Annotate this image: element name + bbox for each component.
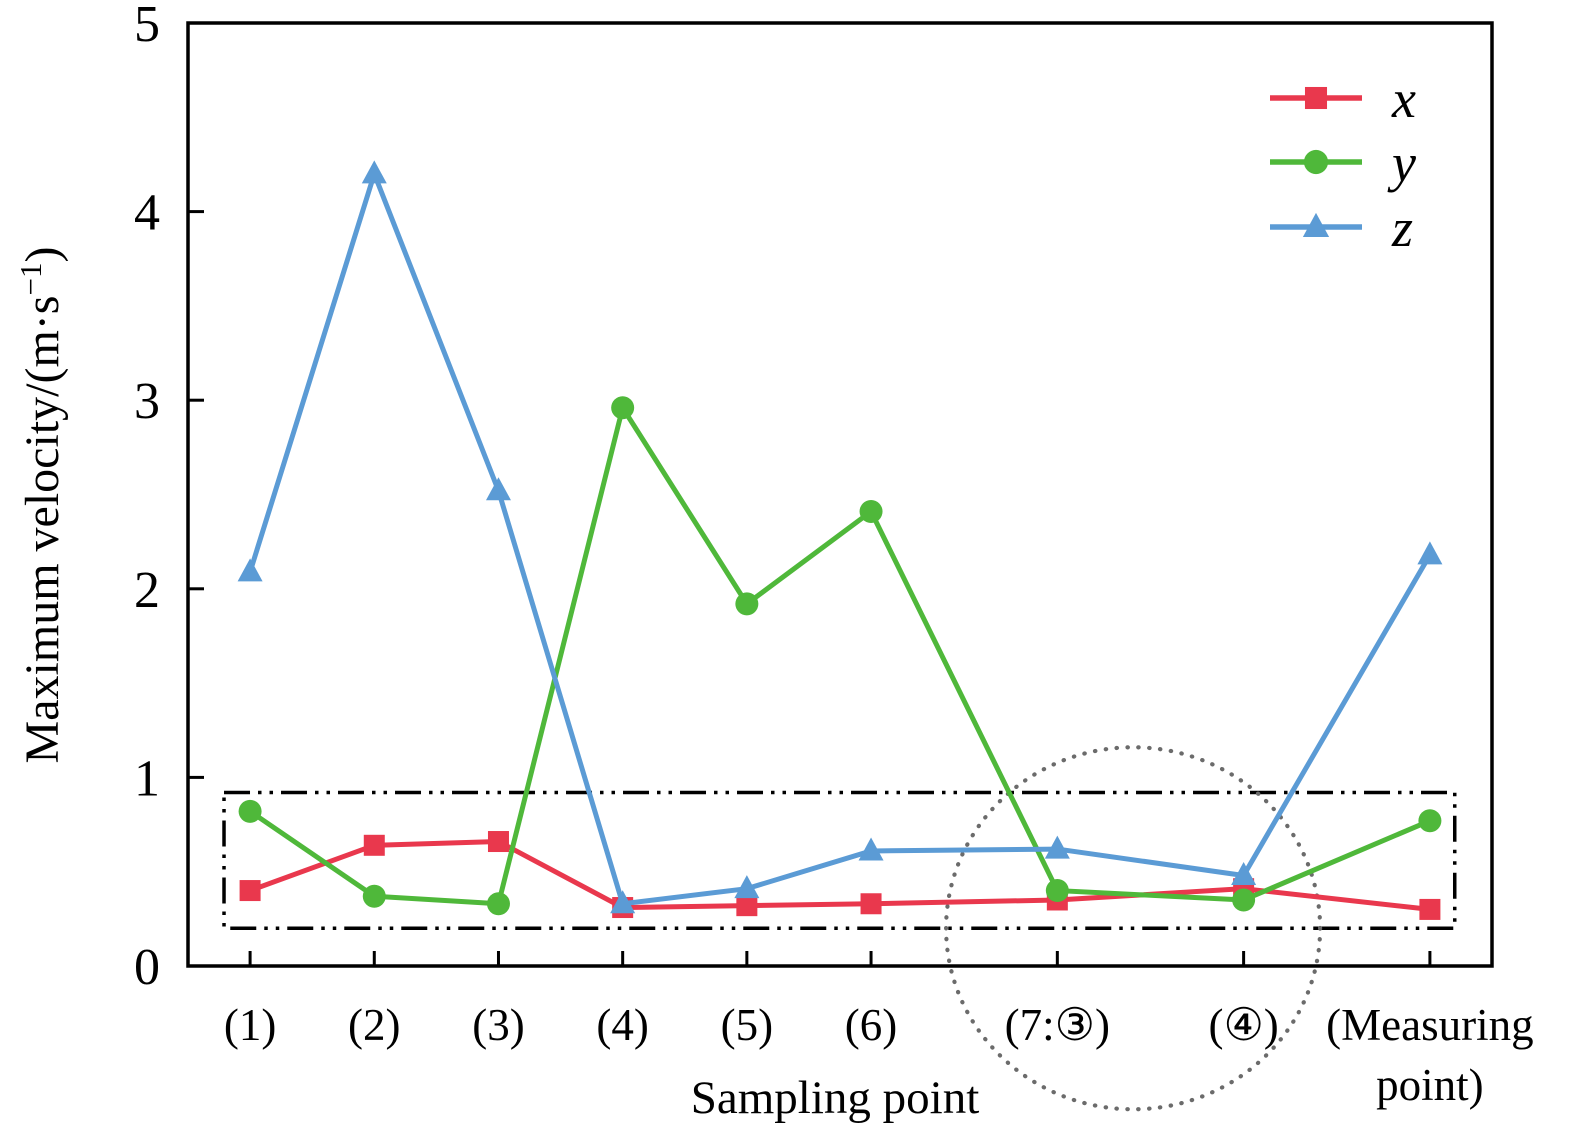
series-z-marker	[734, 875, 760, 899]
legend-z-marker	[1302, 212, 1330, 237]
x-tick-label: (2)	[348, 1000, 400, 1050]
x-tick-label: (④)	[1208, 1000, 1278, 1050]
series-x-marker	[860, 893, 882, 915]
legend-z-label: z	[1391, 198, 1413, 258]
series-z-marker	[361, 160, 387, 184]
series-x-marker	[1419, 898, 1441, 920]
y-axis-title: Maximum velocity/(m·s−1)	[13, 247, 69, 764]
series-y-marker	[238, 799, 262, 823]
series-z-marker	[1231, 861, 1257, 885]
series-y-marker	[362, 884, 386, 908]
x-tick-label: (6)	[845, 1000, 897, 1050]
series-z-marker	[610, 890, 636, 914]
series-z-marker	[237, 558, 263, 582]
y-tick-label: 4	[134, 185, 160, 242]
series-z-marker	[1417, 541, 1443, 565]
y-tick-label: 2	[134, 562, 160, 619]
series-y-marker	[1232, 888, 1256, 912]
series-y-marker	[735, 592, 759, 616]
series-y-marker	[611, 396, 635, 420]
x-tick-label: (Measuring	[1326, 1000, 1533, 1050]
x-tick-label: (7:③)	[1005, 1000, 1110, 1050]
series-z-marker	[1044, 835, 1070, 859]
legend-y-label: y	[1387, 133, 1416, 193]
series-y-marker	[486, 892, 510, 916]
series-y-marker	[1418, 809, 1442, 833]
x-tick-label: (1)	[224, 1000, 276, 1050]
series-z-marker	[858, 837, 884, 861]
series-x-marker	[487, 831, 509, 853]
series-x-marker	[736, 895, 758, 917]
x-tick-label: point)	[1376, 1060, 1484, 1110]
plot-frame	[186, 21, 1494, 968]
y-tick-label: 3	[134, 373, 160, 430]
highlight-circle	[943, 745, 1323, 1112]
series-x-marker	[239, 880, 261, 902]
series-y-marker	[859, 499, 883, 523]
x-tick-label: (4)	[596, 1000, 648, 1050]
series-y-marker	[1045, 879, 1069, 903]
x-tick-label: (3)	[472, 1000, 524, 1050]
y-tick-label: 5	[134, 0, 160, 53]
series-z-marker	[485, 477, 511, 501]
y-tick-label: 1	[134, 750, 160, 807]
series-x-marker	[363, 834, 385, 856]
legend-y-marker	[1303, 149, 1329, 175]
y-tick-label: 0	[134, 939, 160, 996]
legend-x-marker	[1304, 86, 1328, 110]
x-axis-title: Sampling point	[691, 1072, 980, 1124]
legend-x-label: x	[1391, 69, 1416, 129]
x-tick-label: (5)	[721, 1000, 773, 1050]
